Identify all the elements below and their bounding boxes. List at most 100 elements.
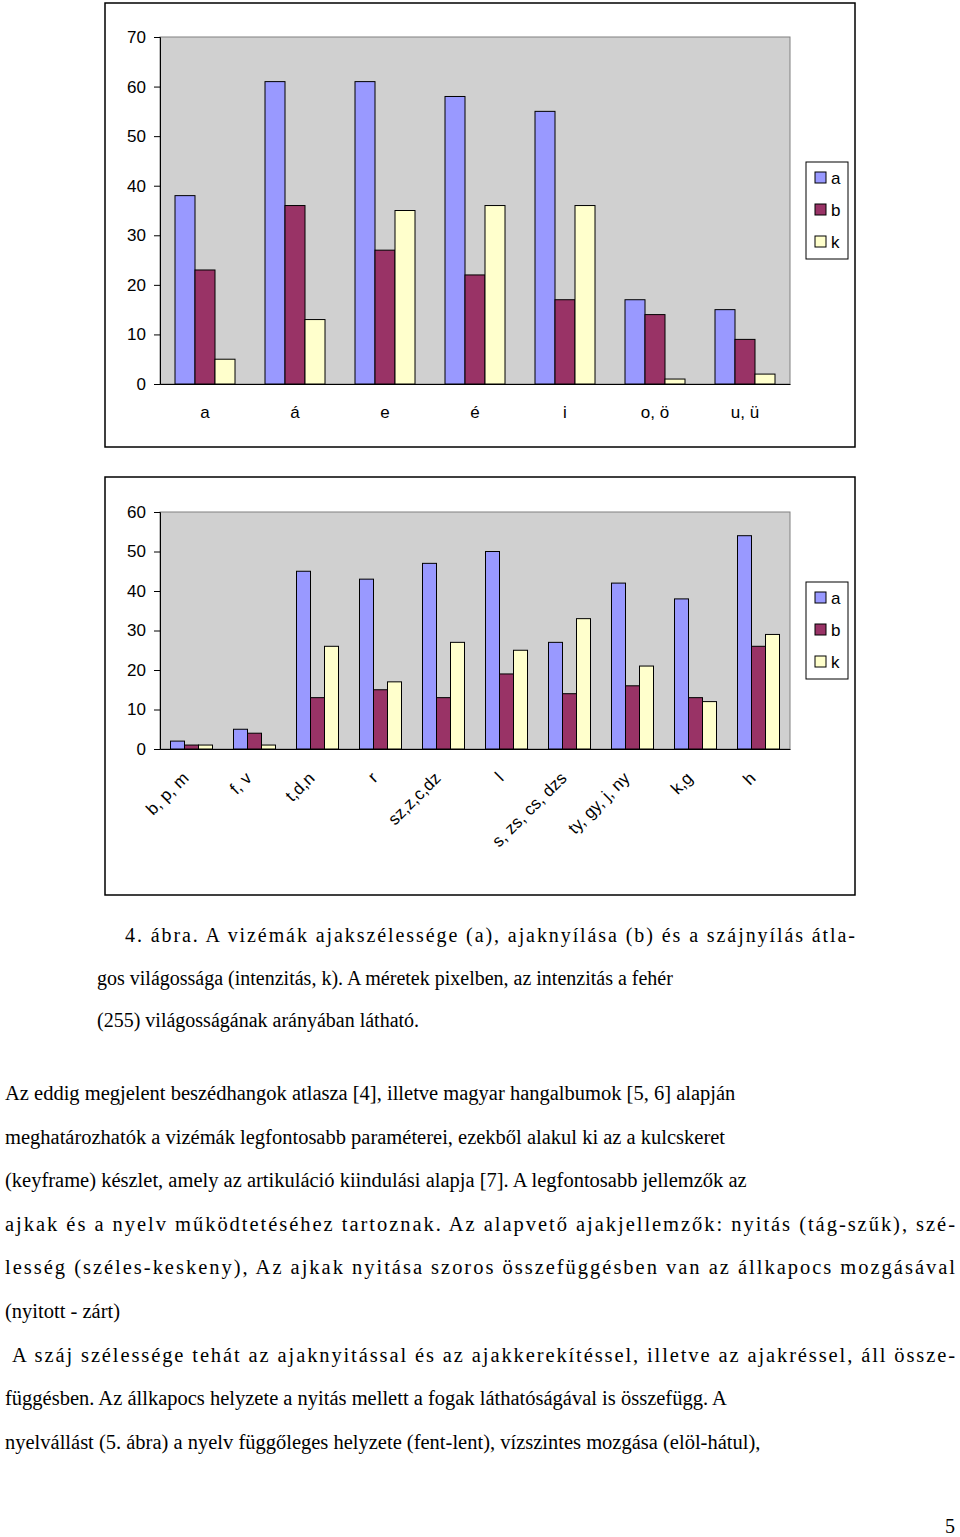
bar — [689, 698, 703, 749]
x-tick: r — [364, 768, 382, 786]
y-tick: 50 — [127, 542, 160, 561]
x-tick: o, ö — [641, 403, 669, 422]
y-tick-mark — [154, 591, 160, 592]
bars — [171, 536, 780, 749]
x-tick: u, ü — [731, 403, 759, 422]
x-tick-label: r — [364, 768, 382, 786]
y-tick-mark — [154, 37, 160, 38]
x-tick-label: e — [380, 403, 389, 422]
legend-label: a — [831, 169, 841, 188]
x-axis: b, p, m f, v t,d,n rsz,z,c,dz ls, zs, cs, dz… — [142, 750, 790, 851]
y-tick-mark — [154, 552, 160, 553]
y-tick-label: 10 — [127, 325, 146, 344]
bar — [465, 275, 485, 384]
legend: abk — [806, 582, 848, 679]
y-tick: 60 — [127, 78, 160, 97]
x-tick: t,d,n — [282, 769, 319, 806]
body-text-line: (nyitott - zárt) — [5, 1300, 120, 1323]
x-tick-label: ty, gy, j, ny — [564, 768, 633, 837]
y-axis: 0102030405060 — [127, 503, 160, 759]
y-tick: 60 — [127, 503, 160, 522]
plot-area — [160, 512, 790, 749]
caption-line: gos világossága (intenzitás, k). A méret… — [97, 967, 673, 990]
y-tick-label: 30 — [127, 621, 146, 640]
legend-label: k — [831, 653, 840, 672]
x-tick-label: á — [290, 403, 300, 422]
y-tick-label: 50 — [127, 542, 146, 561]
bar — [325, 646, 339, 749]
page: 010203040506070aáeéio, öu, üabk010203040… — [0, 0, 960, 1537]
y-tick-mark — [154, 235, 160, 236]
bar — [735, 339, 755, 384]
x-tick: s, zs, cs, dzs — [488, 769, 570, 851]
y-tick-label: 10 — [127, 700, 146, 719]
x-tick-label: é — [470, 403, 479, 422]
bar — [175, 196, 195, 384]
y-tick: 40 — [127, 582, 160, 601]
bar — [625, 300, 645, 384]
body-text-line: (keyframe) készlet, amely az artikuláció… — [5, 1169, 747, 1192]
bar — [297, 571, 311, 749]
x-tick: á — [290, 403, 300, 422]
legend-box — [806, 582, 848, 679]
y-tick-label: 60 — [127, 78, 146, 97]
bar — [485, 206, 505, 384]
bar — [195, 270, 215, 384]
legend-label: b — [831, 201, 840, 220]
bar — [285, 206, 305, 384]
x-tick-label: l — [491, 769, 507, 785]
bar — [234, 729, 248, 749]
bar — [374, 690, 388, 749]
y-tick-mark — [154, 87, 160, 88]
body-text-line: lesség (széles-keskeny), Az ajkak nyitás… — [5, 1256, 955, 1279]
y-tick-mark — [154, 631, 160, 632]
x-tick-label: i — [563, 403, 567, 422]
x-tick: sz,z,c,dz — [384, 769, 444, 829]
x-tick: b, p, m — [142, 769, 192, 819]
bars — [175, 82, 775, 384]
body-text-line: A száj szélessége tehát az ajaknyitással… — [12, 1344, 955, 1367]
caption-line: 4. ábra. A vizémák ajakszélessége (a), a… — [125, 924, 855, 947]
y-tick-label: 60 — [127, 503, 146, 522]
bar — [262, 745, 276, 749]
x-tick-label: s, zs, cs, dzs — [488, 769, 570, 851]
legend-label: b — [831, 621, 840, 640]
bar — [577, 619, 591, 749]
x-tick-label: sz,z,c,dz — [384, 769, 444, 829]
y-tick: 70 — [127, 28, 160, 47]
y-tick: 30 — [127, 621, 160, 640]
bar — [575, 206, 595, 384]
x-axis-line — [161, 749, 791, 750]
chart: 010203040506070aáeéio, öu, üabk — [105, 3, 855, 447]
x-axis: aáeéio, öu, ü — [161, 385, 791, 423]
bar — [514, 650, 528, 749]
bar — [423, 563, 437, 749]
y-tick: 30 — [127, 226, 160, 245]
bar — [486, 552, 500, 750]
bar — [265, 82, 285, 384]
bar — [665, 379, 685, 384]
bar — [395, 211, 415, 385]
bar — [675, 599, 689, 749]
bar — [766, 634, 780, 749]
legend-swatch — [815, 204, 826, 215]
page-number: 5 — [945, 1515, 955, 1537]
bar — [248, 733, 262, 749]
legend-label: k — [831, 233, 840, 252]
chart-frame — [105, 477, 855, 895]
bar — [549, 642, 563, 749]
bar — [500, 674, 514, 749]
legend-swatch — [815, 172, 826, 183]
bar — [199, 745, 213, 749]
x-tick: f, v — [226, 768, 256, 798]
y-tick-mark — [154, 334, 160, 335]
x-axis-line — [161, 384, 791, 385]
bar — [305, 320, 325, 384]
body-text-line: ajkak és a nyelv működtetéséhez tartozna… — [5, 1213, 955, 1236]
y-tick-mark — [154, 710, 160, 711]
y-tick: 10 — [127, 700, 160, 719]
y-tick-label: 70 — [127, 28, 146, 47]
chart: 0102030405060b, p, mf, vt,d,nrsz,z,c,dzl… — [105, 477, 855, 895]
chart-frame — [105, 3, 855, 447]
y-tick-mark — [154, 136, 160, 137]
